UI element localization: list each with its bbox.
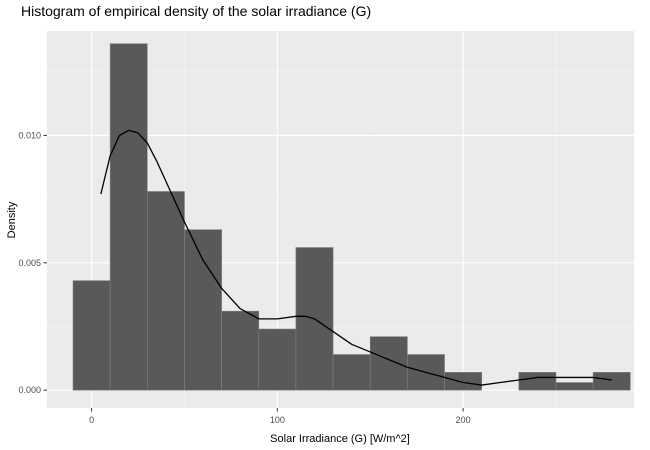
- histogram-bar: [258, 328, 297, 391]
- histogram-bar: [221, 310, 260, 391]
- histogram-bar: [184, 229, 222, 391]
- histogram-bar: [332, 354, 371, 391]
- histogram-bar: [369, 336, 408, 391]
- bar-layer: [72, 43, 631, 391]
- histogram-bar: [555, 382, 594, 391]
- chart-title: Histogram of empirical density of the so…: [21, 3, 371, 19]
- y-tick-label: 0.010: [18, 130, 41, 140]
- x-tick-label: 0: [89, 415, 94, 425]
- y-tick-label: 0.005: [18, 258, 41, 268]
- density-curve-line: [100, 129, 612, 386]
- x-tick-label: 200: [456, 415, 471, 425]
- histogram-bar: [109, 43, 148, 391]
- x-tick-label: 100: [270, 415, 285, 425]
- histogram-bar: [72, 280, 111, 391]
- y-axis-label: Density: [6, 201, 18, 238]
- histogram-bar: [518, 372, 557, 391]
- axis-layer: 0 100 200 0.000 0.005 0.010: [18, 130, 470, 425]
- curve-layer: [100, 129, 612, 386]
- y-tick-label: 0.000: [18, 385, 41, 395]
- histogram-bar: [444, 372, 482, 391]
- histogram-bar: [147, 191, 185, 391]
- histogram-bar: [592, 372, 631, 391]
- x-axis-label: Solar Irradiance (G) [W/m^2]: [270, 433, 410, 445]
